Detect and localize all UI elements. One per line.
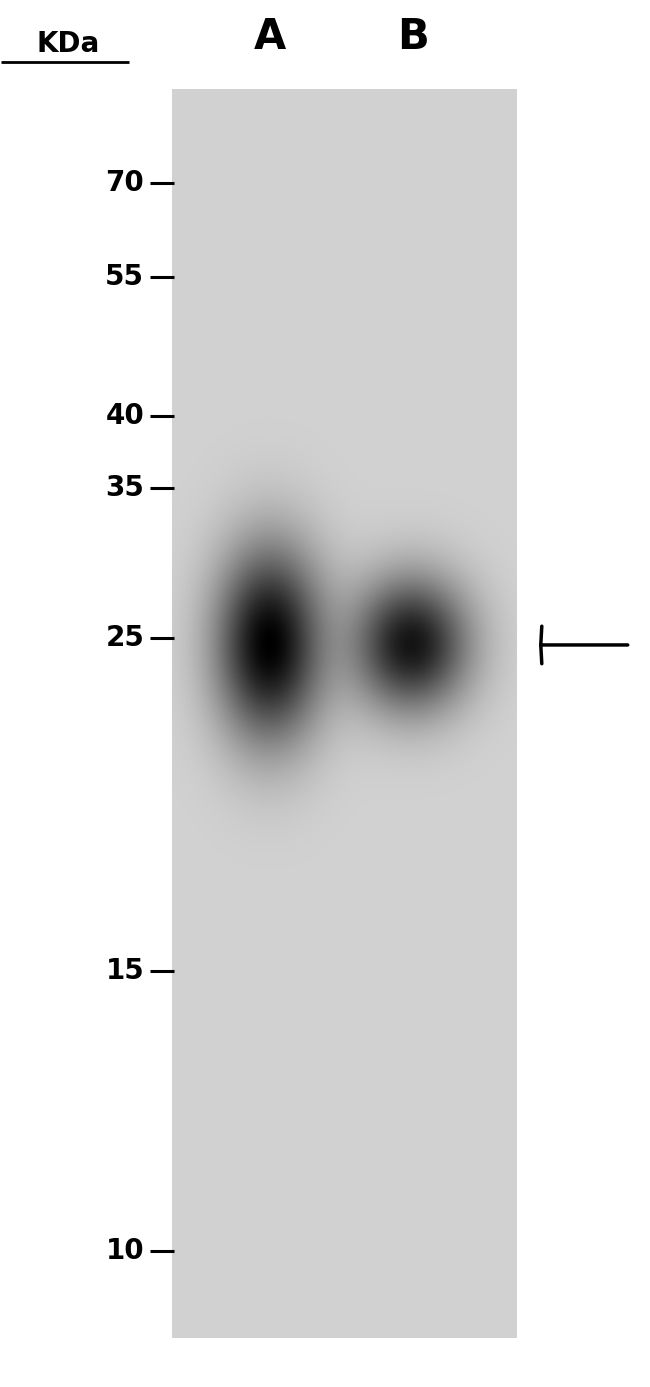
Text: 55: 55 <box>105 264 144 291</box>
Text: A: A <box>254 17 286 58</box>
Text: 10: 10 <box>106 1237 144 1265</box>
Text: 35: 35 <box>105 474 144 502</box>
Text: KDa: KDa <box>36 31 100 58</box>
Bar <box>172 90 517 1338</box>
Text: 70: 70 <box>105 169 144 197</box>
Text: 40: 40 <box>105 402 144 430</box>
Text: 15: 15 <box>105 957 144 985</box>
Text: B: B <box>397 17 428 58</box>
Text: 25: 25 <box>105 624 144 652</box>
